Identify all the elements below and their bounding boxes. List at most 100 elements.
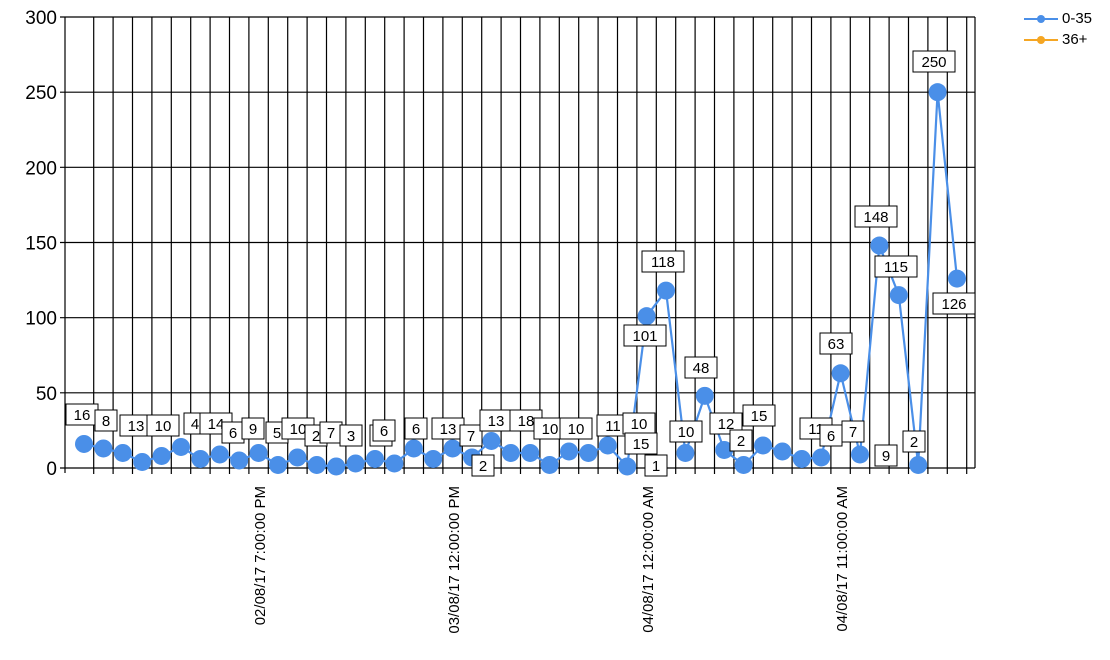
data-point (889, 286, 908, 305)
data-point (695, 386, 714, 405)
data-point (579, 443, 598, 462)
y-tick-label: 150 (25, 234, 57, 255)
data-label-text: 9 (882, 448, 890, 465)
x-tick-label: 02/08/17 7:00:00 PM (252, 486, 269, 625)
data-label: 6 (372, 419, 396, 442)
data-label-text: 48 (693, 360, 710, 377)
data-point (482, 431, 501, 450)
data-label: 12 (709, 412, 743, 435)
data-point (928, 83, 947, 102)
data-point (598, 436, 617, 455)
data-labels: 1681310414695102731661372131810101110151… (65, 50, 976, 477)
data-label: 148 (854, 205, 898, 228)
data-label: 63 (819, 332, 853, 355)
x-tick-label: 04/08/17 11:00:00 AM (834, 486, 851, 632)
data-point (424, 449, 443, 468)
data-label: 9 (874, 444, 898, 467)
legend-swatch-blue (1024, 14, 1058, 24)
data-label-text: 6 (412, 421, 420, 438)
y-tick-label: 250 (25, 83, 57, 104)
data-point (366, 449, 384, 468)
data-point (288, 448, 307, 467)
data-point (715, 440, 734, 459)
data-label: 48 (684, 356, 718, 379)
data-point (443, 439, 462, 458)
legend-item-36plus[interactable]: 36+ (1024, 29, 1092, 50)
data-label-box (471, 454, 495, 477)
legend-item-0-35[interactable]: 0-35 (1024, 8, 1092, 29)
data-label-box (819, 332, 853, 355)
data-label-box (624, 432, 658, 455)
data-label-text: 7 (327, 425, 335, 442)
series-line-0-35 (83, 92, 959, 469)
data-point (618, 457, 637, 476)
data-label-box (932, 292, 976, 315)
data-point (734, 455, 753, 474)
data-label-text: 13 (128, 418, 145, 435)
data-label: 15 (624, 432, 658, 455)
data-label-box (641, 250, 685, 273)
data-label: 16 (65, 403, 99, 426)
data-label-box (146, 414, 180, 437)
data-point (307, 455, 326, 474)
data-point (133, 452, 152, 471)
data-point (948, 269, 966, 288)
data-label: 13 (479, 409, 513, 432)
data-label-box (669, 420, 703, 443)
data-point (773, 442, 792, 461)
data-point (210, 445, 229, 464)
data-point (385, 454, 404, 473)
data-label-text: 10 (678, 424, 695, 441)
data-label: 126 (932, 292, 976, 315)
data-label-text: 115 (884, 259, 908, 276)
data-label-text: 5 (273, 425, 281, 442)
data-point (831, 364, 850, 383)
data-label: 115 (874, 255, 918, 278)
data-point (521, 443, 540, 462)
data-label: 7 (319, 421, 343, 444)
data-label-text: 15 (633, 436, 650, 453)
y-tick-label: 0 (46, 459, 57, 480)
data-label-box (854, 205, 898, 228)
data-label: 10 (669, 420, 703, 443)
data-label-box (459, 424, 483, 447)
data-label: 2 (471, 454, 495, 477)
data-label-text: 14 (208, 416, 225, 433)
data-point (191, 449, 210, 468)
data-label: 11 (596, 414, 630, 437)
x-tick-label: 03/08/17 12:00:00 PM (446, 486, 463, 634)
data-label: 1 (644, 454, 668, 477)
data-point (909, 455, 928, 474)
data-label-text: 6 (229, 425, 237, 442)
data-point (501, 443, 520, 462)
legend: 0-35 36+ (1024, 8, 1092, 50)
data-label-box (372, 419, 396, 442)
data-label-text: 10 (631, 416, 648, 433)
data-label-text: 15 (751, 408, 768, 425)
data-label-box (559, 417, 593, 440)
data-label: 8 (94, 409, 118, 432)
y-axis-tick-labels: 0 50 100 150 200 250 300 (25, 8, 57, 480)
data-label: 250 (912, 50, 956, 73)
data-label-box (404, 417, 428, 440)
data-label-text: 1 (652, 458, 660, 475)
data-label: 6 (221, 421, 245, 444)
data-label: 7 (841, 420, 865, 443)
data-label-text: 13 (488, 413, 505, 430)
data-label-box (684, 356, 718, 379)
data-point (249, 443, 268, 462)
data-label: 10 (146, 414, 180, 437)
data-point (870, 236, 889, 255)
data-label: 118 (641, 250, 685, 273)
legend-label: 36+ (1062, 31, 1088, 48)
data-point (94, 439, 113, 458)
data-label: 10 (622, 412, 656, 435)
data-point (792, 449, 811, 468)
data-label-text: 2 (479, 458, 487, 475)
data-point (540, 455, 559, 474)
data-label-box (742, 404, 776, 427)
data-label-box (912, 50, 956, 73)
data-point (657, 281, 675, 300)
data-label-text: 6 (827, 428, 835, 445)
